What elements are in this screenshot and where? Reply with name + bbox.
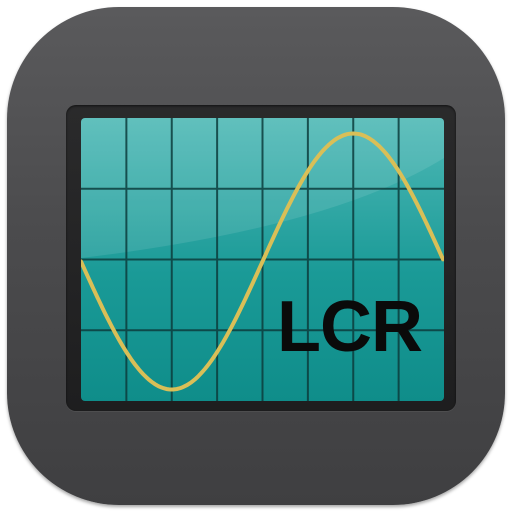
oscilloscope-graphic xyxy=(81,118,444,401)
oscilloscope-screen xyxy=(81,118,444,401)
app-icon[interactable]: LCR xyxy=(7,7,505,505)
app-label: LCR xyxy=(277,287,423,367)
sine-trace xyxy=(81,131,444,392)
